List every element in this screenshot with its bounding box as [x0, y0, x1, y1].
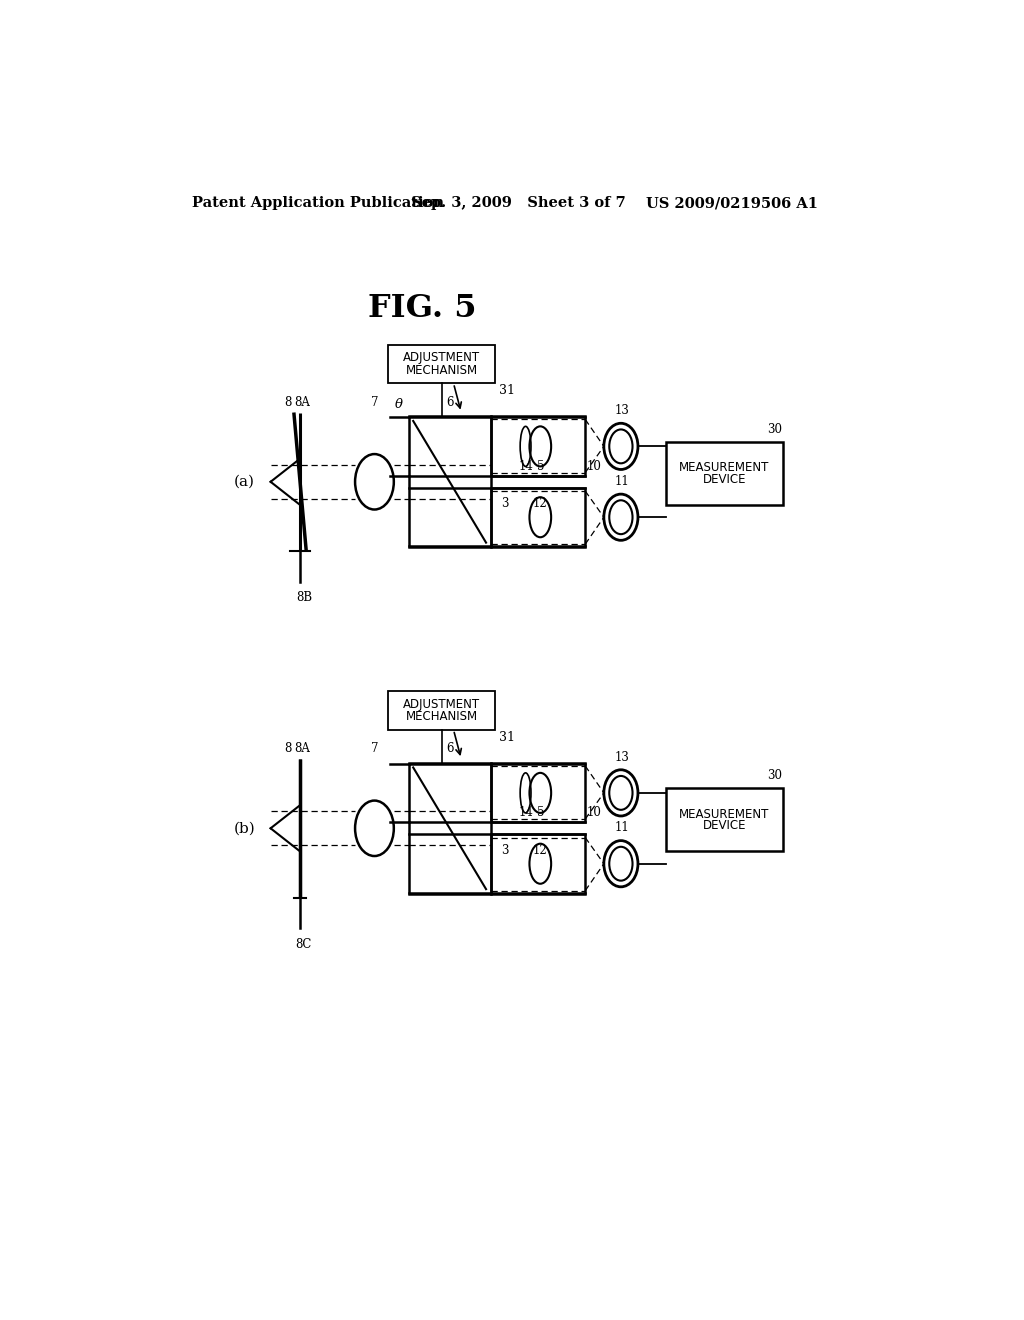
Bar — [490, 488, 586, 548]
Text: 12: 12 — [532, 498, 548, 511]
Text: MECHANISM: MECHANISM — [406, 363, 478, 376]
Text: 7: 7 — [371, 396, 378, 409]
Text: 11: 11 — [615, 475, 630, 488]
Text: (b): (b) — [233, 821, 255, 836]
Text: 5: 5 — [537, 459, 544, 473]
Text: 30: 30 — [768, 770, 782, 781]
Text: 5: 5 — [537, 807, 544, 818]
Text: 6: 6 — [445, 742, 454, 755]
Text: 8: 8 — [284, 396, 292, 409]
Text: ADJUSTMENT: ADJUSTMENT — [403, 698, 480, 711]
Bar — [409, 416, 490, 548]
Text: Patent Application Publication: Patent Application Publication — [191, 197, 443, 210]
Text: MECHANISM: MECHANISM — [406, 710, 478, 723]
Text: 7: 7 — [371, 742, 378, 755]
Text: 8B: 8B — [296, 591, 312, 605]
Text: 8C: 8C — [296, 937, 312, 950]
Text: 13: 13 — [615, 751, 630, 763]
Text: MEASUREMENT: MEASUREMENT — [679, 808, 770, 821]
Text: 31: 31 — [500, 731, 515, 744]
Bar — [666, 442, 783, 506]
Bar — [388, 692, 496, 730]
Text: 10: 10 — [587, 807, 602, 818]
Text: Sep. 3, 2009   Sheet 3 of 7: Sep. 3, 2009 Sheet 3 of 7 — [411, 197, 626, 210]
Text: 3: 3 — [501, 843, 508, 857]
Text: 11: 11 — [615, 821, 630, 834]
Bar — [490, 834, 586, 894]
Text: 3: 3 — [501, 498, 508, 511]
Text: 8A: 8A — [295, 396, 310, 409]
Text: 13: 13 — [615, 404, 630, 417]
Text: 10: 10 — [587, 459, 602, 473]
Bar — [388, 345, 496, 383]
Text: 14: 14 — [518, 459, 534, 473]
Text: 8A: 8A — [295, 742, 310, 755]
Bar — [666, 788, 783, 851]
Text: (a): (a) — [233, 475, 255, 488]
Text: 6: 6 — [445, 396, 454, 409]
Text: MEASUREMENT: MEASUREMENT — [679, 462, 770, 474]
Text: θ: θ — [395, 397, 403, 411]
Bar — [490, 416, 586, 475]
Text: DEVICE: DEVICE — [702, 473, 746, 486]
Bar — [409, 763, 490, 894]
Text: 14: 14 — [518, 807, 534, 818]
Text: 8: 8 — [284, 742, 292, 755]
Text: 12: 12 — [532, 843, 548, 857]
Text: FIG. 5: FIG. 5 — [369, 293, 477, 323]
Text: 31: 31 — [500, 384, 515, 397]
Text: DEVICE: DEVICE — [702, 820, 746, 833]
Text: US 2009/0219506 A1: US 2009/0219506 A1 — [646, 197, 818, 210]
Bar — [490, 763, 586, 822]
Text: 30: 30 — [768, 422, 782, 436]
Text: ADJUSTMENT: ADJUSTMENT — [403, 351, 480, 364]
